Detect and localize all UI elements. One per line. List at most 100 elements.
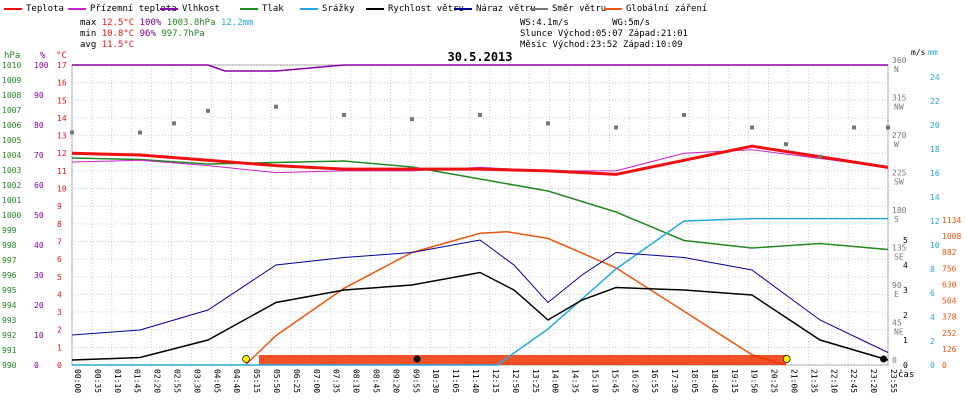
tick-hpa: 999 [2,226,17,235]
moonrise: Měsíc Východ:23:52 [520,40,618,50]
tick-degc: 14 [57,114,67,123]
tick-ms: 2 [903,311,908,320]
tick-wm2: 504 [942,297,957,306]
tick-mm: 14 [930,193,940,202]
legend-label: Teplota [26,4,64,14]
tick-degc: 6 [57,255,62,264]
series-temperature [71,144,889,176]
tick-ms: 5 [903,236,908,245]
tick-degc: 2 [57,326,62,335]
series-wind-dir-point [614,125,618,130]
tick-dir-label: N [894,65,899,74]
x-tick-label: 03:30 [192,369,201,393]
tick-dir-label: E [894,290,899,299]
x-tick-label: 11:05 [451,369,460,393]
legend-swatch [4,8,22,10]
tick-pct: 90 [34,91,44,100]
legend-label: Globální záření [626,4,708,14]
stats-max-rain: 12.2mm [220,18,254,28]
legend-swatch [366,8,384,10]
x-tick-label: 18:40 [710,369,719,393]
tick-dir-label: W [894,140,899,149]
tick-dir-label: S [894,215,899,224]
legend-label: Tlak [262,4,284,14]
series-wind-dir-point [682,113,686,117]
tick-pct: 100 [34,61,49,70]
tick-pct: 50 [34,211,44,220]
stats-avg: avg 11.5°C [80,40,253,51]
tick-hpa: 1001 [2,196,21,205]
tick-pct: 20 [34,301,44,310]
series-wind-dir-point [172,121,176,126]
sun-moon-info: WS:4.1m/s WG:5m/s Slunce Východ:05:07 Zá… [520,18,688,51]
tick-dir: 180 [892,206,907,215]
tick-degc: 5 [57,273,62,282]
series-wind-dir-point [70,130,74,135]
series-wind-dir-point [546,121,550,126]
tick-degc: 12 [57,149,67,158]
tick-pct: 60 [34,181,44,190]
moonrise-marker [880,355,888,363]
tick-wm2: 1134 [942,216,961,225]
legend-swatch [454,8,472,10]
x-tick-label: 02:20 [153,369,162,393]
series-wind-dir-point [206,108,210,113]
tick-degc: 3 [57,308,62,317]
tick-dir-label: SE [894,253,904,262]
series-ground-temp [71,149,889,174]
x-tick-label: 05:15 [252,369,261,393]
legend-item: Teplota [4,4,64,14]
tick-ms: 3 [903,286,908,295]
stats-avg-label: avg [80,40,97,50]
stats-block: max 12.5°C 100% 1003.8hPa 12.2mm min 10.… [80,18,253,51]
x-tick-label: 07:00 [312,369,321,393]
x-tick-label: 06:25 [292,369,301,393]
tick-dir: 225 [892,169,907,178]
series-wind-dir-point [818,154,822,159]
tick-ms: 4 [903,261,908,270]
sunset-marker [782,355,791,363]
legend-label: Srážky [322,4,355,14]
plot-frame [71,64,889,366]
tick-degc: 8 [57,220,62,229]
stats-max-temp: 12.5°C [101,18,135,28]
tick-hpa: 997 [2,256,17,265]
tick-mm: 16 [930,169,940,178]
tick-degc: 7 [57,237,62,246]
tick-wm2: 756 [942,264,957,273]
legend-item: Přízemní teplota [68,4,177,14]
tick-mm: 0 [930,361,935,370]
series-wind-dir-point [342,113,346,117]
legend-item: Srážky [300,4,355,14]
series-wind-gust [71,239,889,353]
legend-swatch [240,8,258,10]
x-tick-label: 22:10 [829,369,838,393]
tick-degc: 0 [57,361,62,370]
wind-gust-avg: WG:5m/s [612,18,651,28]
legend-swatch [300,8,318,10]
series-radiation [244,231,787,366]
series-humidity [72,64,888,72]
tick-hpa: 1010 [2,61,21,70]
x-tick-label: 05:50 [272,369,281,393]
x-tick-label: 19:15 [730,369,739,393]
x-tick-label: 13:25 [531,369,540,393]
x-tick-label: 00:00 [73,369,82,393]
x-tick-label: 16:20 [630,369,639,393]
series-radiation-bars [259,355,786,365]
axis-label-degc: °C [56,51,67,61]
series-wind-dir-point [138,130,142,135]
series-wind-dir-point [886,125,890,130]
tick-mm: 24 [930,73,940,82]
x-axis-label: čas [898,369,914,380]
tick-hpa: 995 [2,286,17,295]
x-tick-label: 18:05 [690,369,699,393]
tick-hpa: 1002 [2,181,21,190]
tick-dir: 360 [892,56,907,65]
series-wind-dir-point [274,104,278,109]
legend-swatch [160,8,178,10]
x-tick-label: 07:35 [332,369,341,393]
axis-label-hpa: hPa [4,51,20,61]
tick-mm: 22 [930,97,940,106]
